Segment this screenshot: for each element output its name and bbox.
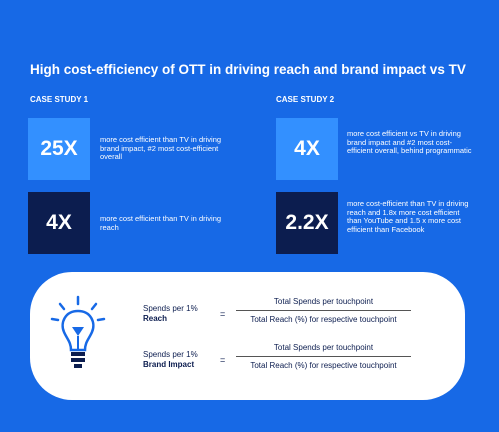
numerator: Total Spends per touchpoint [273,343,374,352]
stat: 4X [276,118,338,180]
bulb-icon [50,295,106,368]
title: High cost-efficiency of OTT in driving r… [30,62,466,77]
stat: 4X [28,192,90,254]
stat-description: more cost efficient than TV in driving r… [100,214,222,232]
equals: = [220,309,226,319]
fraction: Total Spends per touchpoint Total Reach … [236,343,411,370]
stat-description: more cost efficient vs TV in driving bra… [347,129,472,155]
stat-description: more cost efficient than TV in driving b… [100,135,222,161]
formula-label-text: Spends per 1% [143,304,198,313]
formula-label: Spends per 1% Reach [143,304,198,324]
denominator: Total Reach (%) for respective touchpoin… [250,315,397,324]
formula-label: Spends per 1% Brand Impact [143,350,198,370]
numerator: Total Spends per touchpoint [273,297,374,306]
formula-metric: Brand Impact [143,360,195,369]
stat: 2.2X [276,192,338,254]
stat: 25X [28,118,90,180]
equals: = [220,355,226,365]
denominator: Total Reach (%) for respective touchpoin… [250,361,397,370]
fraction: Total Spends per touchpoint Total Reach … [236,297,411,324]
fraction-bar [236,310,411,311]
formula-metric: Reach [143,314,168,323]
stat-description: more cost-efficient than TV in driving r… [347,199,469,234]
formula-panel [30,272,465,400]
case-study-label: CASE STUDY 2 [276,95,335,104]
formula-label-text: Spends per 1% [143,350,198,359]
fraction-bar [236,356,411,357]
case-study-label: CASE STUDY 1 [30,95,89,104]
